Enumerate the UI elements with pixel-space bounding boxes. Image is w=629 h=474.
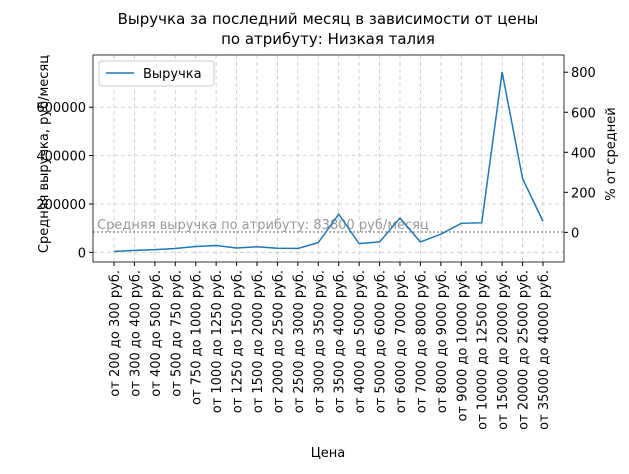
chart-title: по атрибуту: Низкая талия (221, 30, 435, 48)
x-tick-label: от 6000 до 7000 руб. (394, 270, 409, 413)
x-tick-label: от 1500 до 2000 руб. (251, 270, 266, 413)
x-tick-label: от 200 до 300 руб. (108, 270, 123, 397)
x-tick-label: от 20000 до 25000 руб. (517, 270, 532, 430)
y-tick-label: 200000 (36, 198, 86, 213)
mean-label: Средняя выручка по атрибуту: 83800 руб/м… (97, 218, 429, 233)
x-tick-label: от 15000 до 20000 руб. (496, 270, 511, 430)
chart-title: Выручка за последний месяц в зависимости… (118, 10, 539, 28)
x-tick-label: от 3000 до 3500 руб. (312, 270, 327, 413)
x-tick-label: от 10000 до 12500 руб. (476, 270, 491, 430)
x-tick-label: от 1000 до 1250 руб. (210, 270, 225, 413)
x-tick-label: от 400 до 500 руб. (149, 270, 164, 397)
x-tick-label: от 2000 до 2500 руб. (271, 270, 286, 413)
x-tick-label: от 300 до 400 руб. (128, 270, 143, 397)
x-tick-label: от 8000 до 9000 руб. (435, 270, 450, 413)
x-tick-label: от 7000 до 8000 руб. (414, 270, 429, 413)
y2-tick-label: 400 (571, 146, 596, 161)
plot-frame (92, 54, 565, 263)
x-tick-label: от 4000 до 5000 руб. (353, 270, 368, 413)
data-line (113, 72, 544, 253)
x-tick-label: от 500 до 750 руб. (169, 270, 184, 397)
y2-tick-label: 600 (571, 106, 596, 121)
x-tick-label: от 35000 до 40000 руб. (537, 270, 552, 430)
x-tick-label: от 1250 до 1500 руб. (231, 270, 246, 413)
y-tick-label: 0 (78, 246, 86, 261)
y2-tick-label: 200 (571, 186, 596, 201)
y-tick-label: 600000 (36, 101, 86, 116)
x-tick-label: от 5000 до 6000 руб. (374, 270, 389, 413)
x-tick-label: от 2500 до 3000 руб. (292, 270, 307, 413)
x-tick-label: от 750 до 1000 руб. (190, 270, 205, 405)
x-tick-label: от 3500 до 4000 руб. (333, 270, 348, 413)
y2-tick-label: 800 (571, 66, 596, 81)
x-axis-label: Цена (311, 446, 346, 461)
x-tick-label: от 9000 до 10000 руб. (455, 270, 470, 422)
legend-label: Выручка (143, 67, 202, 82)
y2-axis-label: % от средней (604, 107, 619, 200)
y-axis-label: Средняя выручка, руб/месяц (37, 55, 52, 253)
y2-tick-label: 0 (571, 226, 579, 241)
legend-box (98, 60, 215, 87)
y-tick-label: 400000 (36, 150, 86, 165)
